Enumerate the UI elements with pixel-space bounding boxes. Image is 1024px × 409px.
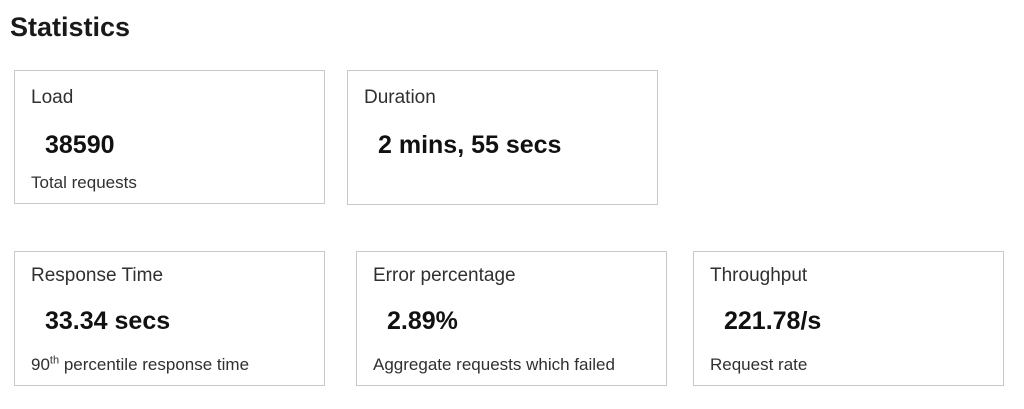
stat-label: Throughput: [710, 265, 808, 286]
sublabel-rest: percentile response time: [59, 355, 250, 374]
stat-sublabel: 90th percentile response time: [31, 355, 249, 375]
stat-sublabel: Request rate: [710, 355, 808, 374]
stat-card-load: Load 38590 Total requests: [14, 70, 325, 204]
sublabel-prefix: 90: [31, 355, 50, 374]
stat-sublabel: Aggregate requests which failed: [373, 355, 615, 374]
stat-value: 221.78/s: [724, 307, 822, 335]
stat-card-response-time: Response Time 33.34 secs 90th percentile…: [14, 251, 325, 386]
stat-card-error-percentage: Error percentage 2.89% Aggregate request…: [356, 251, 667, 386]
sublabel-superscript: th: [49, 354, 60, 367]
stat-value: 38590: [45, 131, 115, 159]
stat-sublabel: Total requests: [31, 173, 137, 192]
stat-label: Error percentage: [373, 265, 516, 286]
stat-label: Load: [31, 87, 74, 108]
stat-value: 2.89%: [387, 307, 458, 335]
stat-label: Duration: [364, 87, 436, 108]
stat-value: 33.34 secs: [45, 307, 171, 335]
stat-value: 2 mins, 55 secs: [378, 131, 562, 159]
page-title: Statistics: [10, 12, 131, 42]
stat-card-duration: Duration 2 mins, 55 secs: [347, 70, 658, 205]
stat-label: Response Time: [31, 265, 164, 286]
stat-card-throughput: Throughput 221.78/s Request rate: [693, 251, 1004, 386]
